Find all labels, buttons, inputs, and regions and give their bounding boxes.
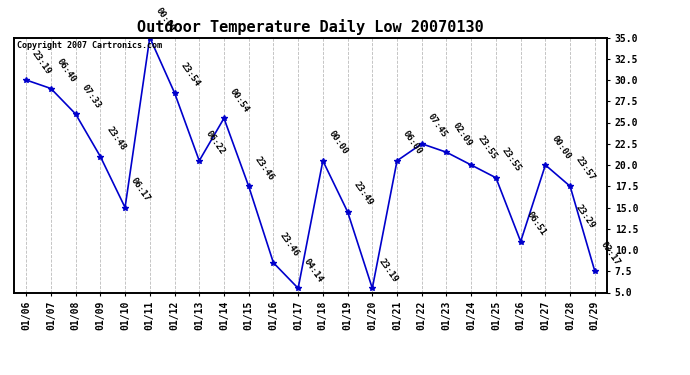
Text: 23:49: 23:49 — [352, 180, 375, 208]
Title: Outdoor Temperature Daily Low 20070130: Outdoor Temperature Daily Low 20070130 — [137, 19, 484, 35]
Text: 07:45: 07:45 — [426, 112, 449, 140]
Text: 23:46: 23:46 — [277, 231, 300, 259]
Text: 23:29: 23:29 — [574, 203, 597, 230]
Text: 06:00: 06:00 — [401, 129, 424, 157]
Text: 23:19: 23:19 — [30, 49, 53, 76]
Text: Copyright 2007 Cartronics.com: Copyright 2007 Cartronics.com — [17, 41, 161, 50]
Text: 03:17: 03:17 — [599, 240, 622, 267]
Text: 04:14: 04:14 — [302, 257, 325, 284]
Text: 23:54: 23:54 — [179, 62, 201, 88]
Text: 06:40: 06:40 — [55, 57, 78, 84]
Text: 02:09: 02:09 — [451, 121, 473, 148]
Text: 23:55: 23:55 — [475, 134, 498, 161]
Text: 06:17: 06:17 — [129, 176, 152, 203]
Text: 06:22: 06:22 — [204, 129, 226, 157]
Text: 06:51: 06:51 — [525, 210, 548, 237]
Text: 00:00: 00:00 — [549, 134, 572, 161]
Text: 23:55: 23:55 — [500, 146, 523, 174]
Text: 00:54: 00:54 — [228, 87, 251, 114]
Text: 23:48: 23:48 — [104, 125, 127, 152]
Text: 23:46: 23:46 — [253, 155, 275, 182]
Text: 23:57: 23:57 — [574, 155, 597, 182]
Text: 00:00: 00:00 — [327, 129, 350, 157]
Text: 07:33: 07:33 — [80, 82, 103, 110]
Text: 23:19: 23:19 — [377, 257, 400, 284]
Text: 00:00: 00:00 — [154, 6, 177, 33]
